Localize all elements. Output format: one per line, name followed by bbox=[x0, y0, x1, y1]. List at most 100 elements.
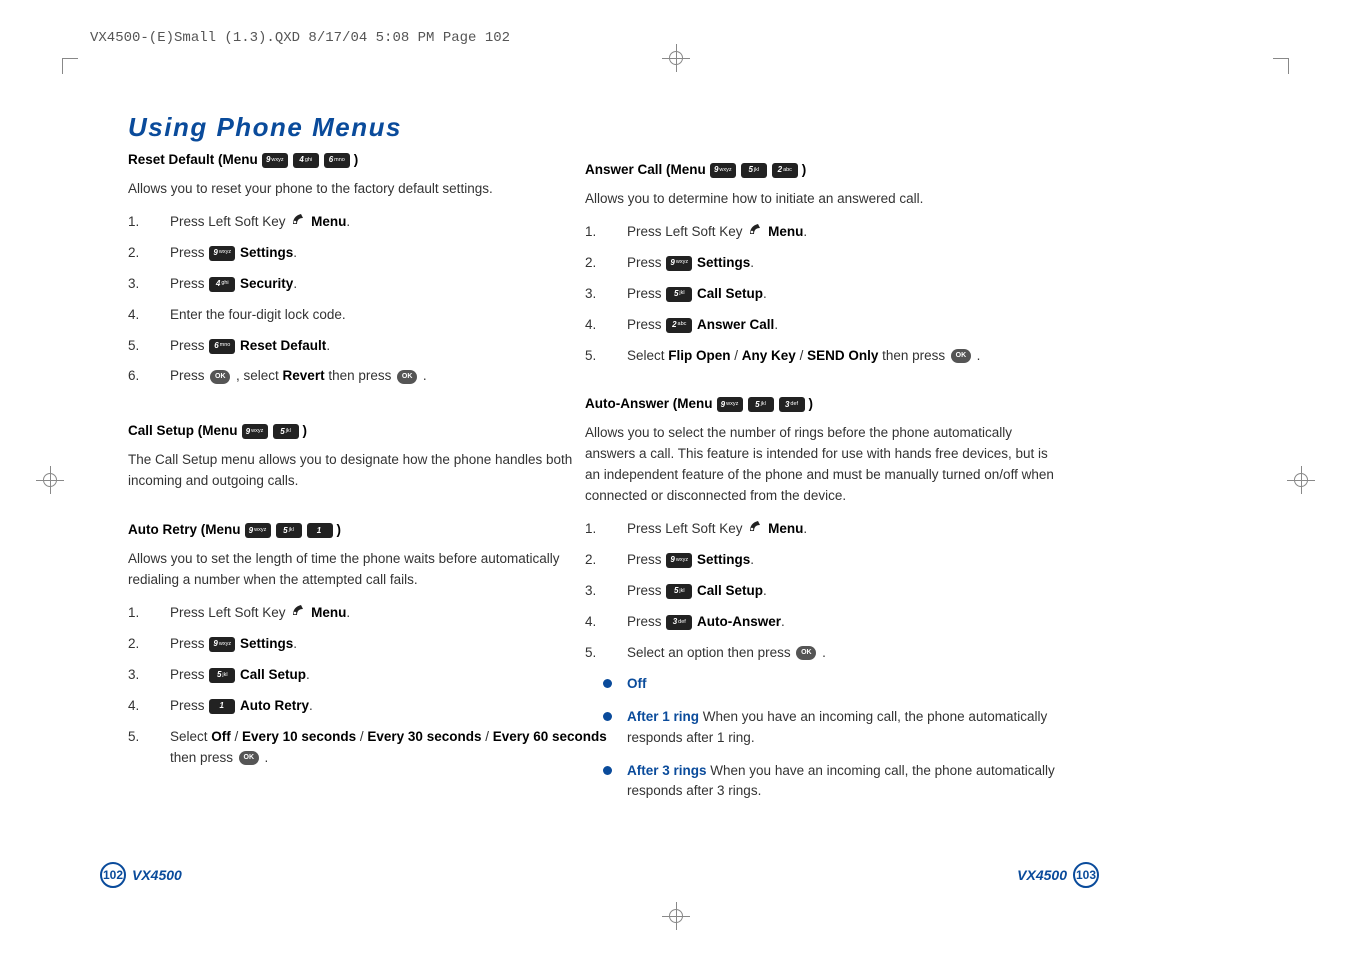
key-3: 3def bbox=[666, 615, 692, 630]
auto-answer-label: Auto-Answer bbox=[697, 614, 781, 629]
step: Press 6mno Reset Default. bbox=[128, 336, 628, 357]
step: Press 9wxyz Settings. bbox=[585, 550, 1085, 571]
step: Select Flip Open / Any Key / SEND Only t… bbox=[585, 346, 1085, 367]
ok-key: OK bbox=[796, 646, 816, 660]
step: Press 1 Auto Retry. bbox=[128, 696, 628, 717]
settings-label: Settings bbox=[240, 636, 293, 651]
key-5: 5jkl bbox=[666, 584, 692, 599]
key-9: 9wxyz bbox=[242, 424, 268, 439]
step: Press Left Soft Key Menu. bbox=[585, 222, 1085, 243]
registration-mark-bottom bbox=[666, 906, 686, 926]
key-9: 9wxyz bbox=[666, 553, 692, 568]
answer-call-steps: Press Left Soft Key Menu. Press 9wxyz Se… bbox=[585, 222, 1085, 367]
auto-answer-options: Off After 1 ring When you have an incomi… bbox=[585, 674, 1085, 803]
step: Press 2abc Answer Call. bbox=[585, 315, 1085, 336]
menu-label: Menu bbox=[311, 605, 346, 620]
key-9: 9wxyz bbox=[245, 523, 271, 538]
heading-text: Auto-Answer (Menu bbox=[585, 394, 713, 415]
key-6: 6mno bbox=[209, 339, 235, 354]
registration-mark-top bbox=[666, 48, 686, 68]
key-9: 9wxyz bbox=[262, 153, 288, 168]
crop-mark-tr bbox=[1273, 58, 1289, 74]
step: Press 3def Auto-Answer. bbox=[585, 612, 1085, 633]
print-header: VX4500-(E)Small (1.3).QXD 8/17/04 5:08 P… bbox=[90, 30, 510, 46]
call-setup-heading: Call Setup (Menu 9wxyz 5jkl ) bbox=[128, 421, 628, 442]
soft-key-icon bbox=[748, 519, 762, 540]
step: Press 9wxyz Settings. bbox=[128, 634, 628, 655]
bullet-after-3-rings: After 3 rings When you have an incoming … bbox=[585, 761, 1085, 803]
key-9: 9wxyz bbox=[209, 246, 235, 261]
step: Press 5jkl Call Setup. bbox=[128, 665, 628, 686]
bullet-after-1-ring: After 1 ring When you have an incoming c… bbox=[585, 707, 1085, 749]
key-6: 6mno bbox=[324, 153, 350, 168]
key-5: 5jkl bbox=[276, 523, 302, 538]
step: Press Left Soft Key Menu. bbox=[585, 519, 1085, 540]
soft-key-icon bbox=[748, 222, 762, 243]
page-number-left: 102 bbox=[100, 862, 126, 888]
reset-default-steps: Press Left Soft Key Menu. Press 9wxyz Se… bbox=[128, 212, 628, 388]
step: Press Left Soft Key Menu. bbox=[128, 212, 628, 233]
step: Press 5jkl Call Setup. bbox=[585, 581, 1085, 602]
model-label: VX4500 bbox=[1017, 867, 1067, 883]
heading-text: Answer Call (Menu bbox=[585, 160, 706, 181]
key-2: 2abc bbox=[772, 163, 798, 178]
auto-retry-heading: Auto Retry (Menu 9wxyz 5jkl 1 ) bbox=[128, 520, 628, 541]
auto-answer-steps: Press Left Soft Key Menu. Press 9wxyz Se… bbox=[585, 519, 1085, 664]
heading-text: Auto Retry (Menu bbox=[128, 520, 241, 541]
step: Select Off / Every 10 seconds / Every 30… bbox=[128, 727, 628, 769]
key-9: 9wxyz bbox=[209, 637, 235, 652]
right-column: Answer Call (Menu 9wxyz 5jkl 2abc ) Allo… bbox=[585, 160, 1085, 814]
heading-close: ) bbox=[337, 520, 342, 541]
left-column: Reset Default (Menu 9wxyz 4ghi 6mno ) Al… bbox=[128, 150, 628, 779]
key-9: 9wxyz bbox=[717, 397, 743, 412]
key-5: 5jkl bbox=[273, 424, 299, 439]
settings-label: Settings bbox=[697, 552, 750, 567]
settings-label: Settings bbox=[240, 245, 293, 260]
key-3: 3def bbox=[779, 397, 805, 412]
auto-retry-steps: Press Left Soft Key Menu. Press 9wxyz Se… bbox=[128, 603, 628, 769]
settings-label: Settings bbox=[697, 255, 750, 270]
key-5: 5jkl bbox=[209, 668, 235, 683]
call-setup-intro: The Call Setup menu allows you to design… bbox=[128, 450, 608, 492]
auto-answer-intro: Allows you to select the number of rings… bbox=[585, 423, 1065, 507]
heading-text: Call Setup (Menu bbox=[128, 421, 238, 442]
heading-text: Reset Default (Menu bbox=[128, 150, 258, 171]
reset-default-heading: Reset Default (Menu 9wxyz 4ghi 6mno ) bbox=[128, 150, 628, 171]
soft-key-icon bbox=[291, 603, 305, 624]
heading-close: ) bbox=[809, 394, 814, 415]
step: Press 9wxyz Settings. bbox=[585, 253, 1085, 274]
page-title: Using Phone Menus bbox=[128, 112, 402, 143]
registration-mark-left bbox=[40, 470, 60, 490]
ok-key: OK bbox=[951, 349, 971, 363]
auto-answer-heading: Auto-Answer (Menu 9wxyz 5jkl 3def ) bbox=[585, 394, 1085, 415]
menu-label: Menu bbox=[311, 214, 346, 229]
revert-label: Revert bbox=[283, 368, 325, 383]
key-9: 9wxyz bbox=[710, 163, 736, 178]
call-setup-label: Call Setup bbox=[697, 583, 763, 598]
answer-call-intro: Allows you to determine how to initiate … bbox=[585, 189, 1065, 210]
ok-key: OK bbox=[397, 370, 417, 384]
model-label: VX4500 bbox=[132, 867, 182, 883]
call-setup-label: Call Setup bbox=[697, 286, 763, 301]
heading-close: ) bbox=[802, 160, 807, 181]
page-number-right: 103 bbox=[1073, 862, 1099, 888]
ok-key: OK bbox=[210, 370, 230, 384]
step: Press 9wxyz Settings. bbox=[128, 243, 628, 264]
step: Press OK , select Revert then press OK . bbox=[128, 366, 628, 387]
step: Press Left Soft Key Menu. bbox=[128, 603, 628, 624]
auto-retry-intro: Allows you to set the length of time the… bbox=[128, 549, 608, 591]
key-5: 5jkl bbox=[666, 287, 692, 302]
footer-right: VX4500 103 bbox=[1017, 862, 1099, 888]
key-1: 1 bbox=[209, 699, 235, 714]
step: Press 4ghi Security. bbox=[128, 274, 628, 295]
step: Enter the four-digit lock code. bbox=[128, 305, 628, 326]
soft-key-icon bbox=[291, 212, 305, 233]
key-9: 9wxyz bbox=[666, 256, 692, 271]
registration-mark-right bbox=[1291, 470, 1311, 490]
key-1: 1 bbox=[307, 523, 333, 538]
answer-call-heading: Answer Call (Menu 9wxyz 5jkl 2abc ) bbox=[585, 160, 1085, 181]
key-2: 2abc bbox=[666, 318, 692, 333]
security-label: Security bbox=[240, 276, 293, 291]
step: Press 5jkl Call Setup. bbox=[585, 284, 1085, 305]
ok-key: OK bbox=[239, 751, 259, 765]
